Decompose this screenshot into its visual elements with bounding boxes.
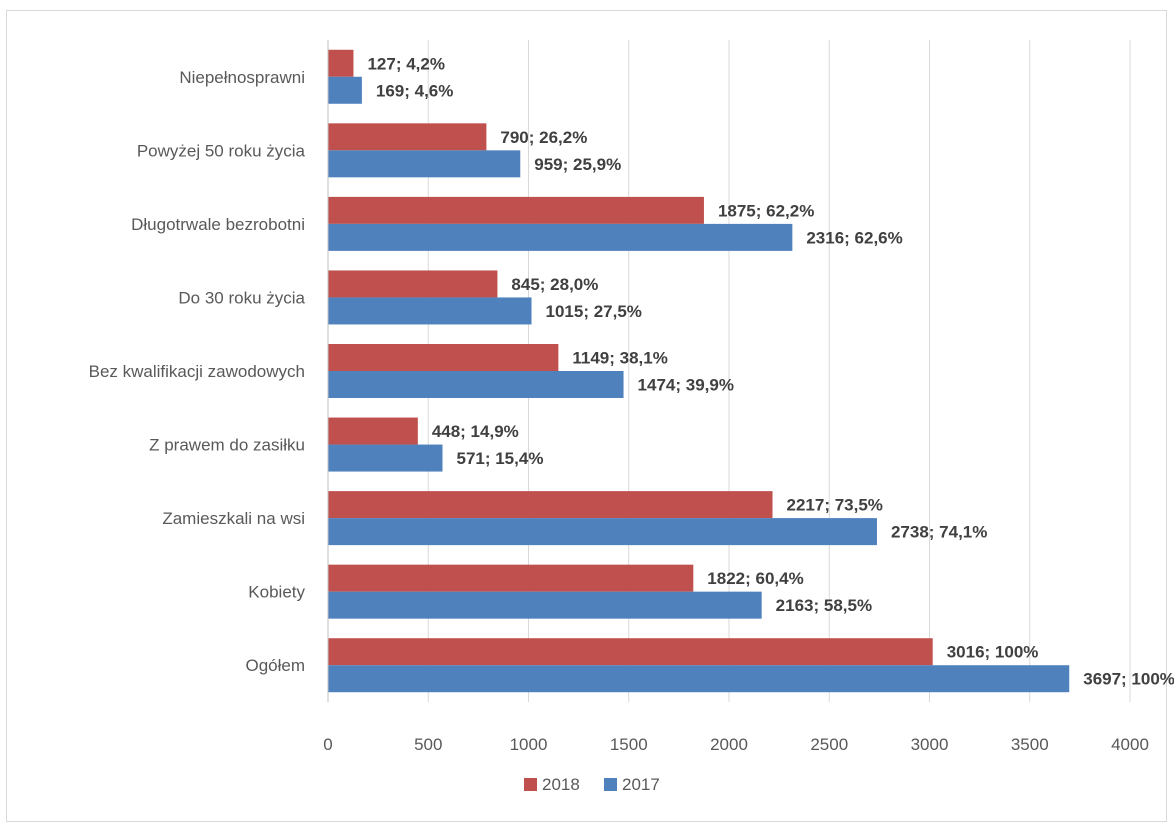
category-label: Bez kwalifikacji zawodowych xyxy=(89,362,305,381)
x-tick-label: 1000 xyxy=(510,735,548,754)
bar-2018 xyxy=(328,564,694,592)
bar-2018 xyxy=(328,417,418,445)
data-label: 1474; 39,9% xyxy=(638,376,734,395)
data-label: 2316; 62,6% xyxy=(806,228,902,247)
category-label: Do 30 roku życia xyxy=(178,288,305,307)
bar-2018 xyxy=(328,344,559,371)
x-tick-label: 3000 xyxy=(911,735,949,754)
x-tick-label: 2500 xyxy=(810,735,848,754)
bar-2017 xyxy=(328,444,443,472)
bar-2017 xyxy=(328,223,793,251)
data-label: 571; 15,4% xyxy=(456,449,543,468)
category-label: Kobiety xyxy=(248,583,305,602)
category-label: Zamieszkali na wsi xyxy=(162,509,305,528)
bar-2017 xyxy=(328,518,877,546)
data-label: 3016; 100% xyxy=(947,643,1039,662)
data-label: 1822; 60,4% xyxy=(707,569,803,588)
bar-2017 xyxy=(328,371,624,398)
bar-2017 xyxy=(328,297,532,325)
bar-2017 xyxy=(328,76,362,104)
data-label: 2217; 73,5% xyxy=(787,496,883,515)
legend-label-2018: 2018 xyxy=(542,775,580,794)
bar-2018 xyxy=(328,196,704,224)
legend-swatch-2017 xyxy=(604,778,617,791)
category-label: Długotrwale bezrobotni xyxy=(131,215,305,234)
legend: 2018 2017 xyxy=(524,775,660,794)
x-tick-label: 4000 xyxy=(1111,735,1149,754)
data-label: 1015; 27,5% xyxy=(546,302,642,321)
data-label: 169; 4,6% xyxy=(376,81,454,100)
data-label: 845; 28,0% xyxy=(511,275,598,294)
category-label: Powyżej 50 roku życia xyxy=(137,141,306,160)
bar-2018 xyxy=(328,123,487,151)
legend-swatch-2018 xyxy=(524,778,537,791)
bar-2017 xyxy=(328,150,521,178)
x-tick-label: 3500 xyxy=(1011,735,1049,754)
axes: 0 500 1000 1500 2000 2500 3000 3500 4000 Niepełno… xyxy=(89,40,1149,754)
bar-2017 xyxy=(328,591,762,619)
bar-2017 xyxy=(328,665,1070,693)
x-tick-label: 0 xyxy=(323,735,332,754)
bar-2018 xyxy=(328,270,498,298)
bar-2018 xyxy=(328,491,773,519)
data-label: 3697; 100% xyxy=(1083,670,1174,689)
category-label: Niepełnosprawni xyxy=(179,68,305,87)
x-tick-label: 2000 xyxy=(710,735,748,754)
bars xyxy=(328,49,1070,693)
bar-2018 xyxy=(328,49,354,77)
data-label: 1875; 62,2% xyxy=(718,201,814,220)
data-label: 959; 25,9% xyxy=(534,155,621,174)
x-tick-label: 1500 xyxy=(610,735,648,754)
data-labels: 127; 4,2% 169; 4,6% 790; 26,2% 959; 25,9% 18… xyxy=(367,54,1174,688)
data-label: 790; 26,2% xyxy=(500,128,587,147)
x-tick-label: 500 xyxy=(414,735,442,754)
data-label: 1149; 38,1% xyxy=(572,349,667,368)
data-label: 448; 14,9% xyxy=(432,422,519,441)
data-label: 2738; 74,1% xyxy=(891,523,987,542)
data-label: 127; 4,2% xyxy=(367,54,445,73)
data-label: 2163; 58,5% xyxy=(776,596,872,615)
bar-2018 xyxy=(328,638,933,666)
category-label: Ogółem xyxy=(245,656,305,675)
category-label: Z prawem do zasiłku xyxy=(149,436,305,455)
legend-label-2017: 2017 xyxy=(622,775,660,794)
